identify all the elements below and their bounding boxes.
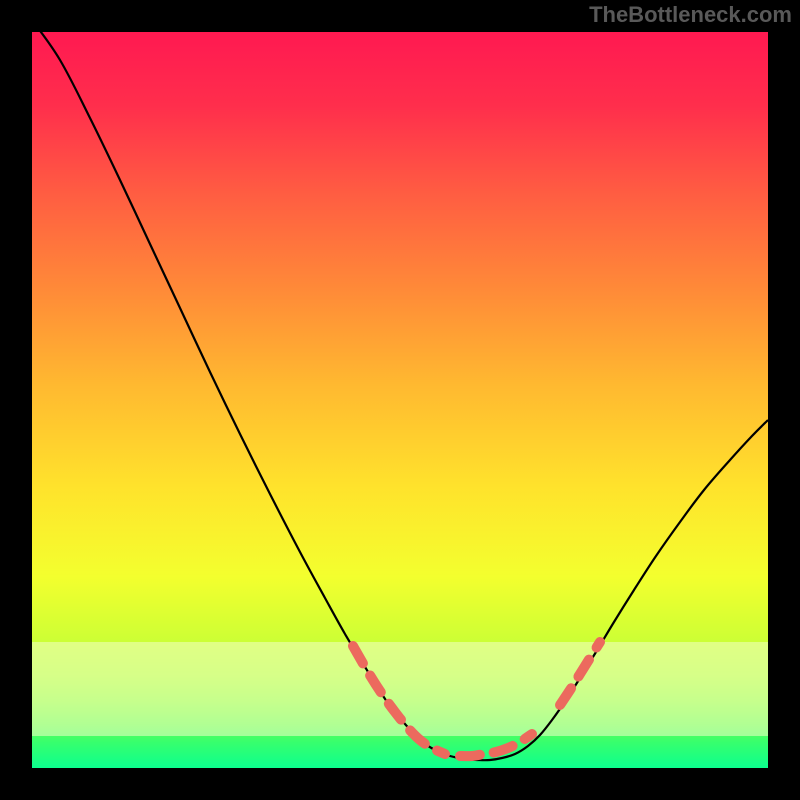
chart-container: TheBottleneck.com — [0, 0, 800, 800]
bottleneck-curve-chart — [0, 0, 800, 800]
